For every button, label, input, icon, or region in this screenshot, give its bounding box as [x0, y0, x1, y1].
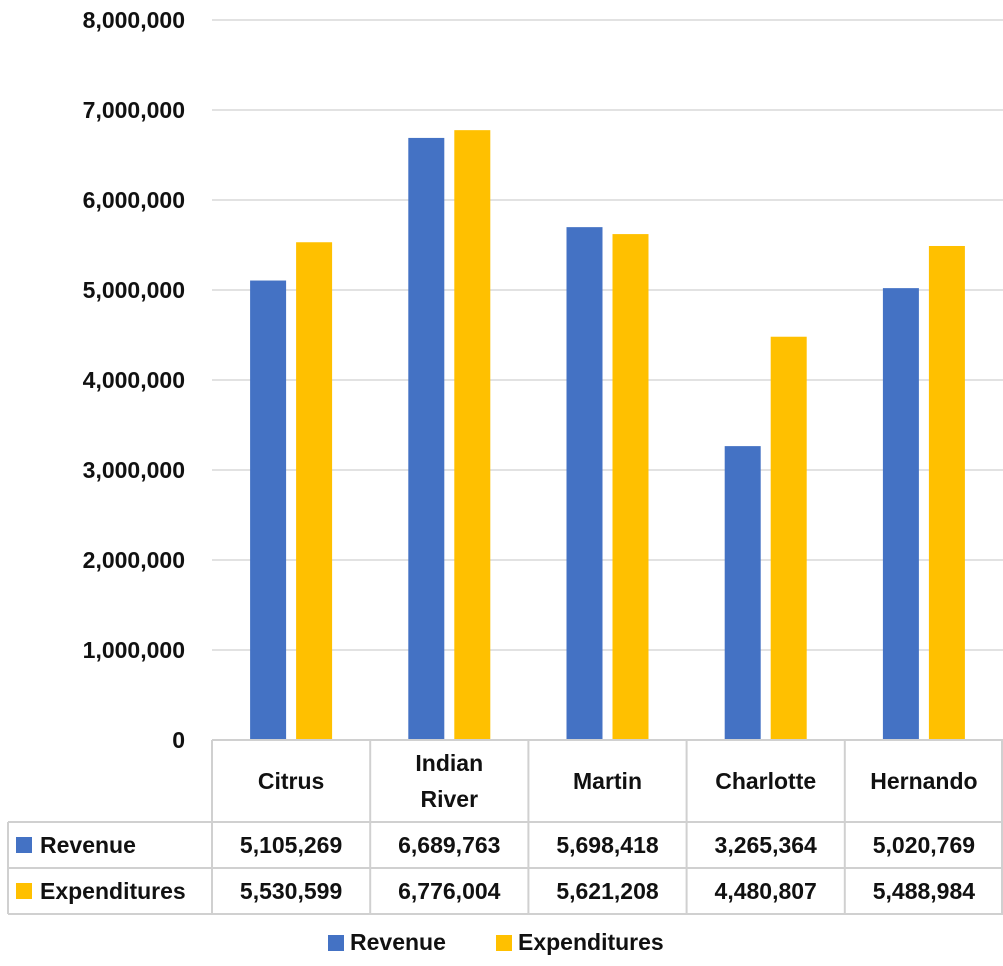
bar-expenditures-citrus: [296, 242, 333, 740]
table-cell-value: 6,689,763: [398, 832, 500, 858]
legend-key-expenditures: [496, 935, 512, 951]
table-cell-value: 6,776,004: [398, 878, 501, 904]
y-tick-label: 0: [172, 727, 185, 753]
y-tick-label: 5,000,000: [83, 277, 185, 303]
table-series-label: Revenue: [40, 832, 136, 858]
bars: [250, 130, 965, 740]
category-label: Indian: [415, 750, 483, 776]
y-tick-label: 4,000,000: [83, 367, 185, 393]
y-tick-label: 3,000,000: [83, 457, 185, 483]
y-tick-label: 2,000,000: [83, 547, 185, 573]
table-cell-value: 5,105,269: [240, 832, 342, 858]
bar-revenue-citrus: [250, 280, 287, 740]
legend-label: Expenditures: [518, 929, 664, 955]
category-label: River: [421, 786, 479, 812]
bar-revenue-charlotte: [724, 446, 761, 740]
category-label: Hernando: [870, 768, 977, 794]
gridlines: [212, 19, 1003, 651]
category-label: Charlotte: [715, 768, 816, 794]
table-cell-value: 5,530,599: [240, 878, 342, 904]
category-label: Martin: [573, 768, 642, 794]
bar-expenditures-charlotte: [770, 336, 807, 740]
y-tick-label: 6,000,000: [83, 187, 185, 213]
table-cell-value: 5,698,418: [556, 832, 659, 858]
legend: Revenue Expenditures: [328, 929, 664, 955]
bar-expenditures-indian-river: [454, 130, 491, 740]
legend-key-revenue: [328, 935, 344, 951]
bar-revenue-martin: [566, 227, 603, 740]
category-label: Citrus: [258, 768, 324, 794]
table-legend-key-expenditures: [16, 883, 32, 899]
table-legend-key-revenue: [16, 837, 32, 853]
y-tick-label: 8,000,000: [83, 7, 185, 33]
table-cell-value: 5,488,984: [873, 878, 976, 904]
bar-revenue-hernando: [882, 288, 919, 740]
y-tick-label: 7,000,000: [83, 97, 185, 123]
y-axis-tick-labels: 0 1,000,000 2,000,000 3,000,000 4,000,000 5,0…: [83, 7, 185, 753]
table-cell-value: 4,480,807: [715, 878, 817, 904]
table-cell-value: 5,020,769: [873, 832, 975, 858]
legend-label: Revenue: [350, 929, 446, 955]
bar-expenditures-hernando: [928, 245, 965, 740]
bar-expenditures-martin: [612, 234, 649, 740]
data-table: Citrus Indian River Martin Charlotte Hernando…: [7, 739, 1003, 915]
bar-revenue-indian-river: [408, 137, 445, 740]
table-cell-value: 3,265,364: [715, 832, 818, 858]
table-cell-value: 5,621,208: [556, 878, 659, 904]
table-series-label: Expenditures: [40, 878, 186, 904]
y-tick-label: 1,000,000: [83, 637, 185, 663]
